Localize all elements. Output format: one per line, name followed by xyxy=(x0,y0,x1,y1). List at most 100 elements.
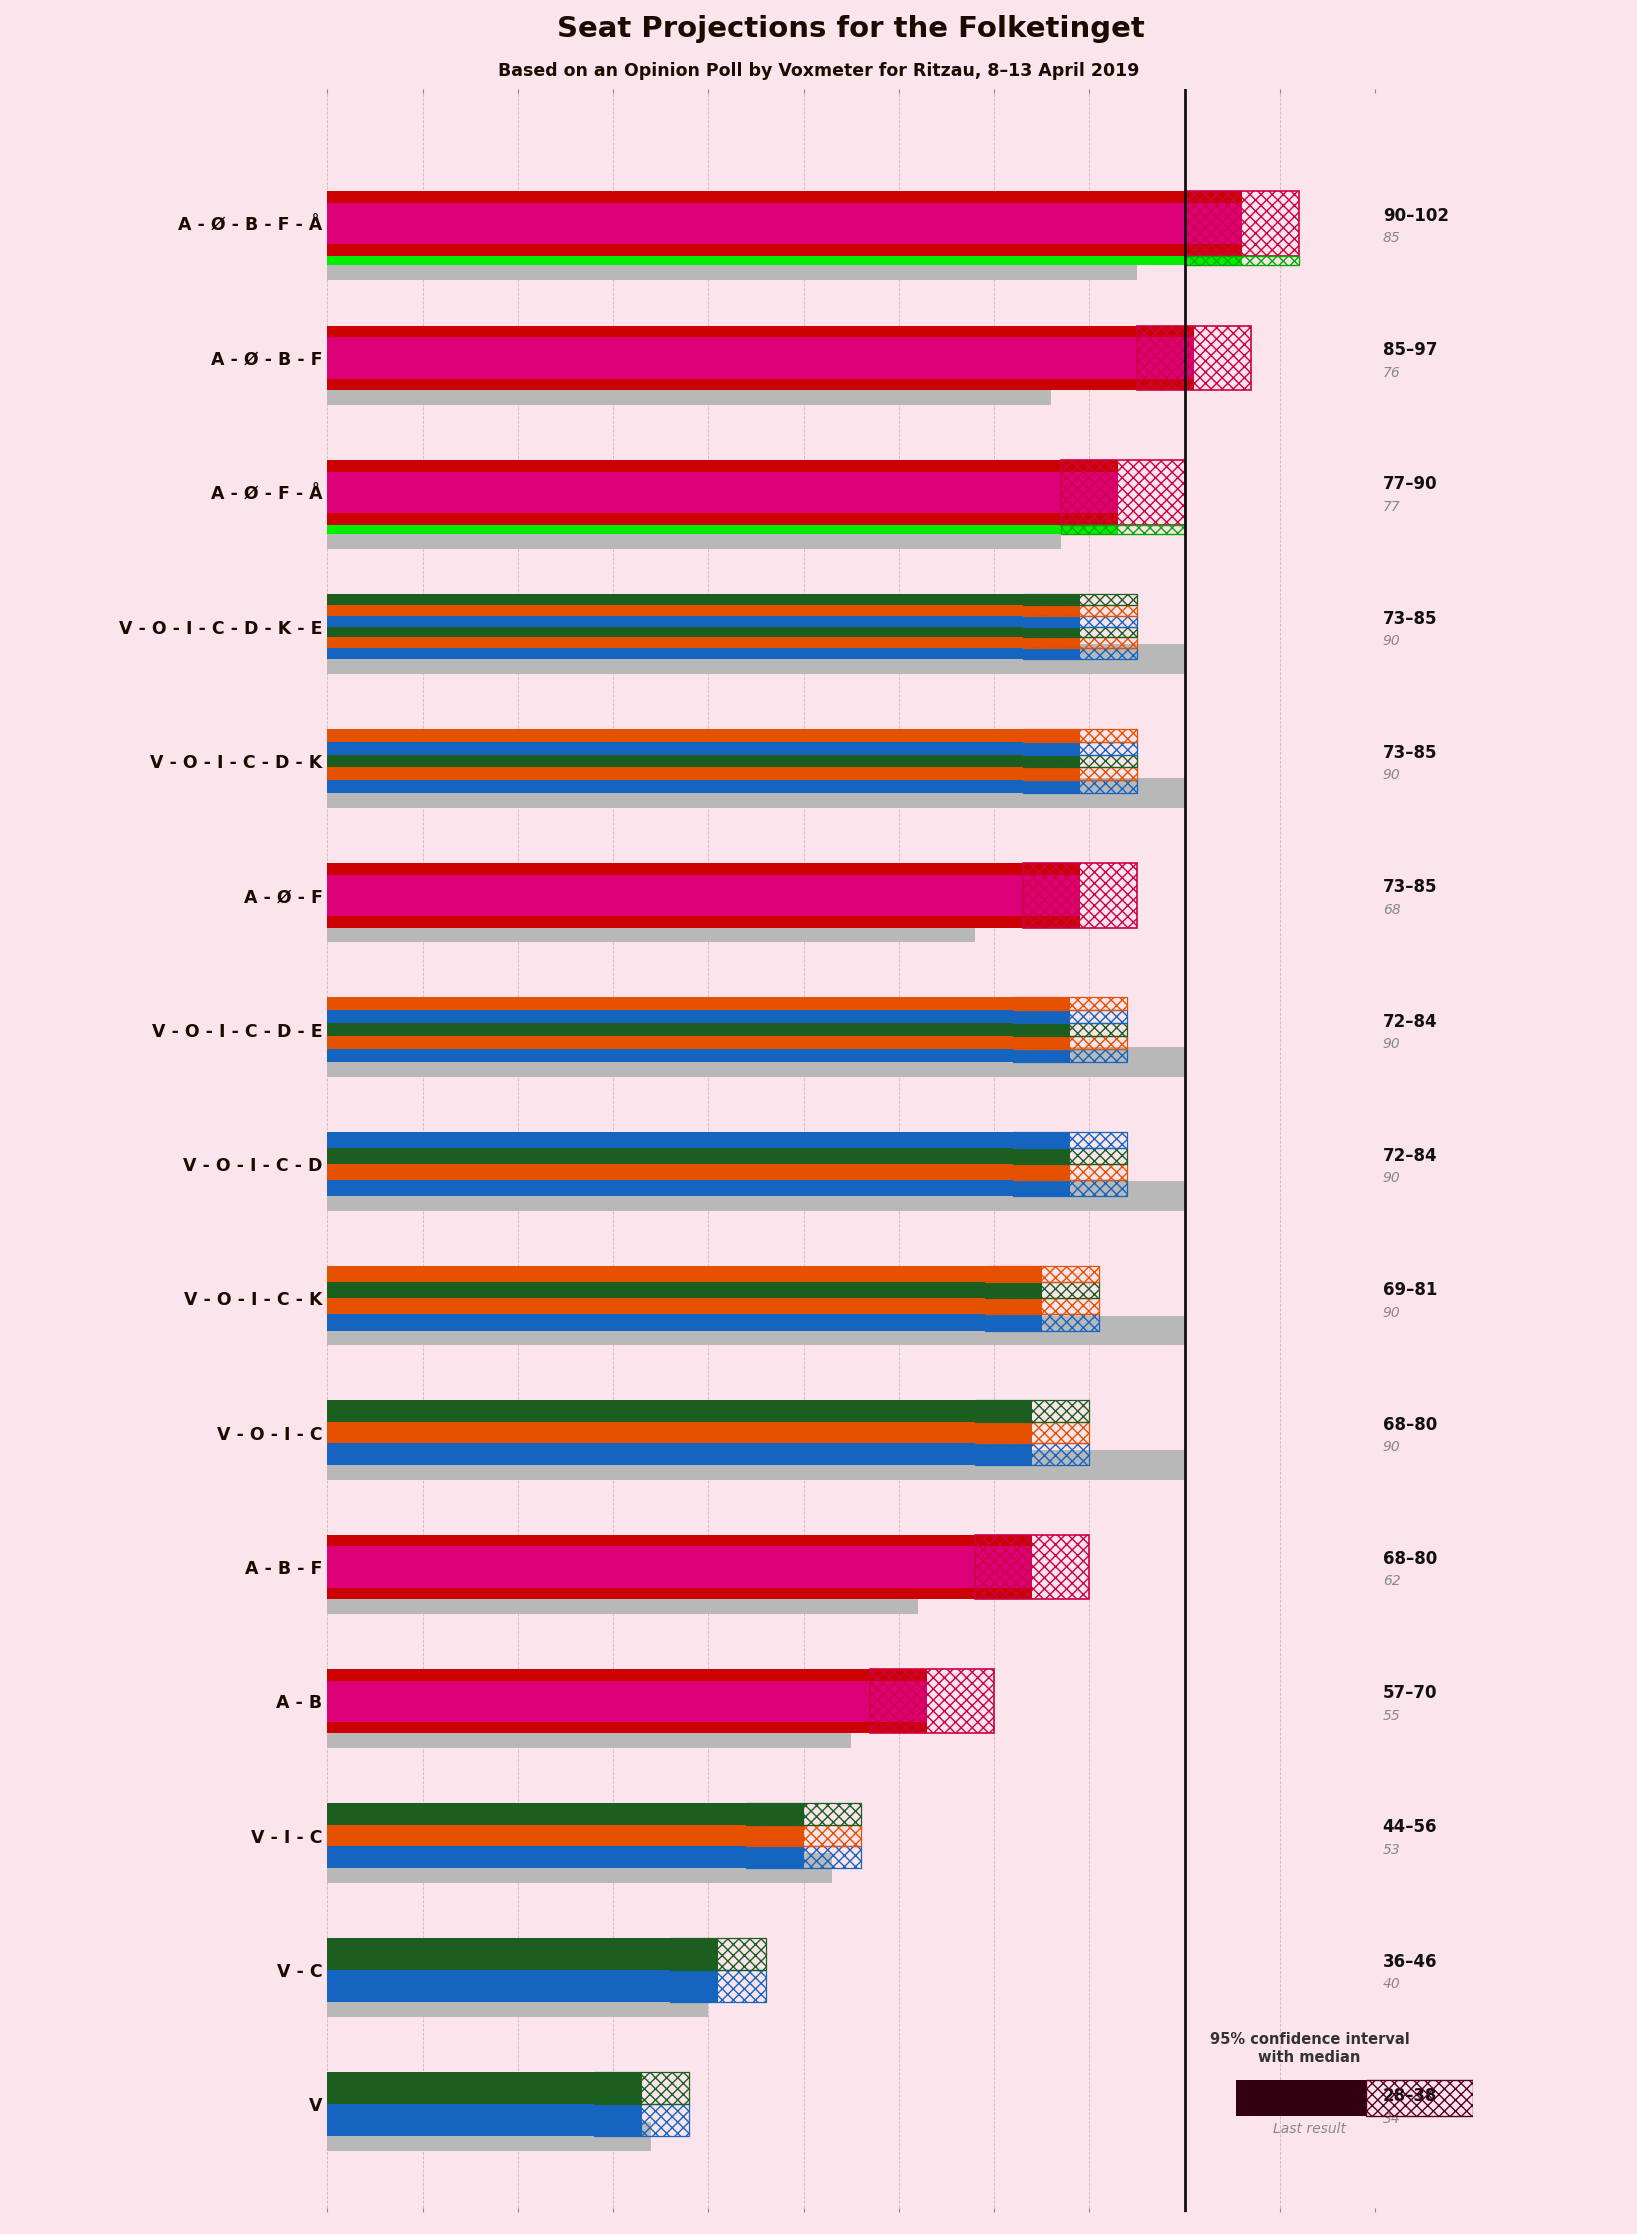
Bar xyxy=(327,1722,928,1734)
Bar xyxy=(327,203,1242,244)
Bar xyxy=(327,1535,1033,1546)
Bar xyxy=(327,257,1242,266)
Bar xyxy=(871,1669,994,1734)
Bar xyxy=(1023,637,1138,648)
Bar xyxy=(327,1450,1185,1479)
Text: 40: 40 xyxy=(1383,1977,1400,1990)
Text: 77–90: 77–90 xyxy=(1383,476,1437,494)
Bar xyxy=(1013,1037,1128,1050)
Bar xyxy=(1023,648,1138,659)
Bar xyxy=(1061,460,1185,525)
Bar xyxy=(1023,617,1138,628)
Bar xyxy=(1023,768,1138,780)
Bar xyxy=(327,1988,709,2017)
Bar xyxy=(327,1421,1033,1443)
Bar xyxy=(327,1718,851,1749)
Bar xyxy=(1013,1133,1128,1148)
Text: 85: 85 xyxy=(1383,230,1400,246)
Bar xyxy=(984,1267,1098,1282)
Bar xyxy=(327,780,1080,793)
Bar xyxy=(327,1803,804,1825)
Bar xyxy=(327,1037,1071,1050)
Bar xyxy=(327,244,1242,257)
Bar xyxy=(1013,1050,1128,1061)
Bar xyxy=(327,1852,832,1883)
Bar xyxy=(327,1443,1033,1466)
Text: 44–56: 44–56 xyxy=(1383,1818,1437,1836)
Bar xyxy=(1023,742,1138,755)
Bar xyxy=(976,1401,1089,1421)
Bar xyxy=(327,1010,1071,1023)
Bar xyxy=(327,1680,928,1722)
Bar xyxy=(327,1584,918,1613)
Title: Seat Projections for the Folketinget: Seat Projections for the Folketinget xyxy=(557,16,1146,42)
Bar xyxy=(1023,755,1138,768)
Bar xyxy=(327,1182,1185,1211)
Text: 73–85: 73–85 xyxy=(1383,878,1437,896)
Bar xyxy=(670,1937,766,1970)
Text: 36–46: 36–46 xyxy=(1383,1953,1437,1970)
Bar xyxy=(976,1443,1089,1466)
Bar xyxy=(1013,1010,1128,1023)
Bar xyxy=(327,1546,1033,1588)
Bar xyxy=(1185,257,1298,266)
Text: 95% confidence interval
with median: 95% confidence interval with median xyxy=(1210,2033,1409,2064)
Bar xyxy=(327,1180,1071,1195)
Bar xyxy=(594,2104,689,2136)
Text: 90: 90 xyxy=(1383,634,1400,648)
Bar xyxy=(327,643,1185,675)
Bar xyxy=(327,250,1138,279)
Text: 77: 77 xyxy=(1383,500,1400,514)
Bar xyxy=(327,1048,1185,1077)
Text: 90: 90 xyxy=(1383,1305,1400,1320)
Text: 68–80: 68–80 xyxy=(1383,1550,1437,1568)
Bar xyxy=(1367,2080,1473,2116)
Bar xyxy=(327,326,1193,337)
Bar xyxy=(327,628,1080,637)
Text: 34: 34 xyxy=(1383,2111,1400,2127)
Bar xyxy=(327,1050,1071,1061)
Bar xyxy=(327,460,1118,471)
Bar xyxy=(327,637,1080,648)
Bar xyxy=(1236,2080,1367,2116)
Bar xyxy=(1013,1023,1128,1037)
Bar xyxy=(327,2071,642,2104)
Bar xyxy=(327,1023,1071,1037)
Bar xyxy=(1023,862,1138,927)
Text: 68–80: 68–80 xyxy=(1383,1416,1437,1434)
Bar xyxy=(327,1314,1041,1331)
Text: 90: 90 xyxy=(1383,1441,1400,1454)
Bar xyxy=(1013,1180,1128,1195)
Bar xyxy=(327,378,1193,391)
Bar xyxy=(1013,1164,1128,1180)
Bar xyxy=(327,876,1080,916)
Text: 55: 55 xyxy=(1383,1709,1400,1722)
Bar xyxy=(327,1282,1041,1298)
Bar xyxy=(327,1825,804,1845)
Text: 72–84: 72–84 xyxy=(1383,1012,1437,1030)
Text: 85–97: 85–97 xyxy=(1383,342,1437,360)
Text: 90: 90 xyxy=(1383,1037,1400,1052)
Bar xyxy=(327,742,1080,755)
Bar xyxy=(1061,525,1185,534)
Bar xyxy=(746,1825,861,1845)
Text: 73–85: 73–85 xyxy=(1383,610,1437,628)
Text: 90–102: 90–102 xyxy=(1383,206,1449,226)
Bar xyxy=(327,192,1242,203)
Text: 90: 90 xyxy=(1383,1171,1400,1186)
Text: Last result: Last result xyxy=(1274,2122,1346,2136)
Bar xyxy=(327,728,1080,742)
Bar xyxy=(327,1937,719,1970)
Bar xyxy=(327,648,1080,659)
Bar xyxy=(746,1803,861,1825)
Text: 69–81: 69–81 xyxy=(1383,1282,1437,1300)
Bar xyxy=(327,375,1051,404)
Bar xyxy=(327,1164,1071,1180)
Bar xyxy=(327,1133,1071,1148)
Bar xyxy=(1023,628,1138,637)
Text: Based on an Opinion Poll by Voxmeter for Ritzau, 8–13 April 2019: Based on an Opinion Poll by Voxmeter for… xyxy=(498,63,1139,80)
Text: 53: 53 xyxy=(1383,1843,1400,1856)
Bar xyxy=(1023,594,1138,605)
Bar xyxy=(327,1669,928,1680)
Bar xyxy=(327,2122,652,2151)
